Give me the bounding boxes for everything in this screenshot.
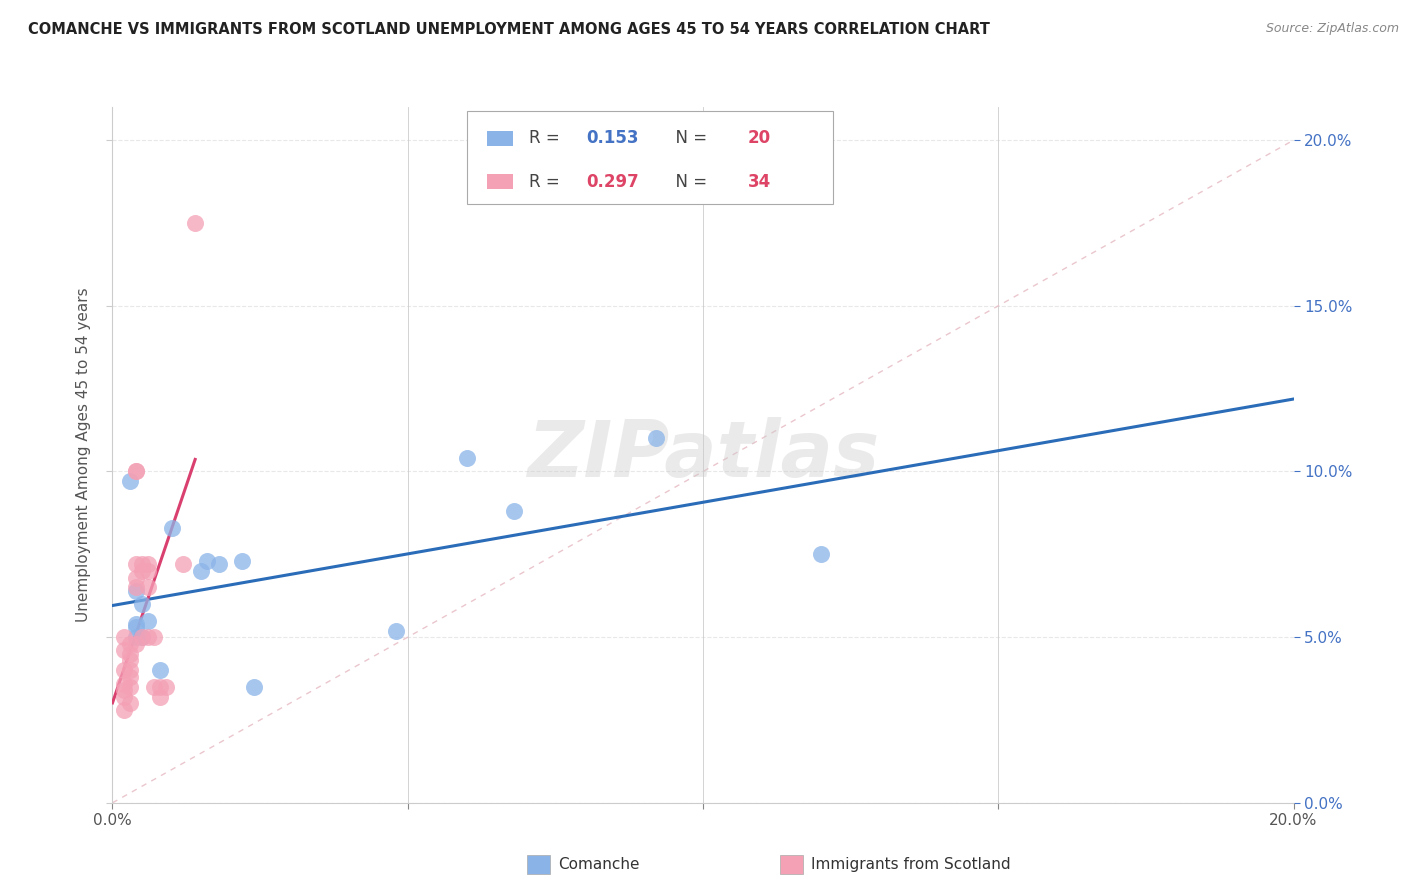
Point [131, 597, 153, 611]
Point [142, 630, 165, 644]
Point [125, 465, 148, 479]
Text: R =: R = [530, 173, 565, 191]
Point [112, 643, 135, 657]
Point [120, 653, 142, 667]
Point [112, 676, 135, 690]
Point [125, 620, 148, 634]
Point [810, 547, 832, 561]
Point [195, 554, 218, 568]
Point [120, 647, 142, 661]
Point [136, 564, 159, 578]
Y-axis label: Unemployment Among Ages 45 to 54 years: Unemployment Among Ages 45 to 54 years [76, 287, 91, 623]
Point [149, 663, 172, 677]
Point [120, 475, 142, 489]
Point [503, 504, 526, 518]
FancyBboxPatch shape [486, 174, 513, 189]
Point [231, 554, 253, 568]
Text: Source: ZipAtlas.com: Source: ZipAtlas.com [1265, 22, 1399, 36]
FancyBboxPatch shape [467, 111, 832, 204]
Point [172, 558, 194, 572]
Point [155, 680, 177, 694]
Point [120, 663, 142, 677]
Point [112, 683, 135, 698]
Point [136, 614, 159, 628]
Point [125, 581, 148, 595]
Point [131, 558, 153, 572]
Point [136, 581, 159, 595]
Point [125, 465, 148, 479]
Point [125, 637, 148, 651]
Text: 0.297: 0.297 [586, 173, 638, 191]
Text: Comanche: Comanche [558, 857, 640, 871]
Point [243, 680, 266, 694]
Point [112, 663, 135, 677]
Text: N =: N = [665, 129, 713, 147]
Point [456, 451, 478, 466]
Point [208, 558, 231, 572]
Point [644, 431, 666, 445]
Text: R =: R = [530, 129, 565, 147]
Point [120, 697, 142, 711]
Point [112, 690, 135, 704]
Point [149, 680, 172, 694]
Text: N =: N = [665, 173, 713, 191]
Text: 20: 20 [748, 129, 770, 147]
Point [131, 630, 153, 644]
FancyBboxPatch shape [486, 131, 513, 146]
Point [125, 630, 148, 644]
Point [125, 583, 148, 598]
Point [112, 630, 135, 644]
Point [142, 680, 165, 694]
Point [125, 616, 148, 631]
Point [160, 521, 183, 535]
Point [131, 630, 153, 644]
Text: 0.153: 0.153 [586, 129, 638, 147]
Text: 34: 34 [748, 173, 770, 191]
Point [184, 216, 207, 230]
Point [131, 564, 153, 578]
Point [120, 680, 142, 694]
Point [190, 564, 212, 578]
Point [125, 558, 148, 572]
Point [149, 690, 172, 704]
Text: Immigrants from Scotland: Immigrants from Scotland [811, 857, 1011, 871]
Point [112, 703, 135, 717]
Point [125, 570, 148, 584]
Point [385, 624, 408, 638]
Point [120, 637, 142, 651]
Text: ZIPatlas: ZIPatlas [527, 417, 879, 493]
Point [136, 558, 159, 572]
Text: COMANCHE VS IMMIGRANTS FROM SCOTLAND UNEMPLOYMENT AMONG AGES 45 TO 54 YEARS CORR: COMANCHE VS IMMIGRANTS FROM SCOTLAND UNE… [28, 22, 990, 37]
Point [120, 670, 142, 684]
Point [136, 630, 159, 644]
